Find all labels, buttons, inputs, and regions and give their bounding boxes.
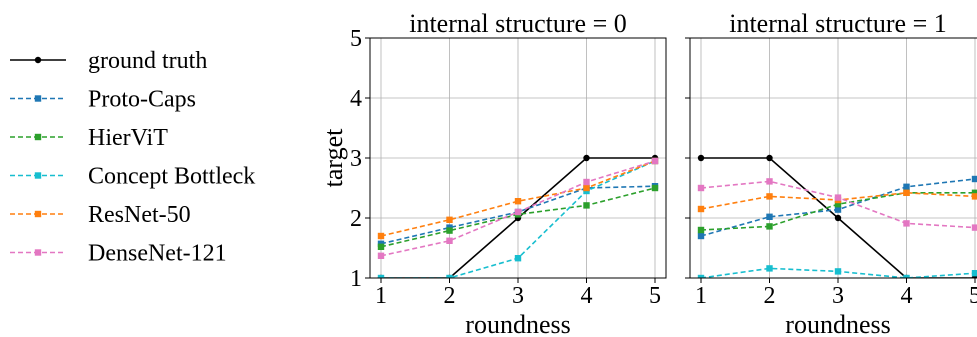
chart-panels: 1 2 3 4 5 1 2 3 4 5 internal structure = 0 roundnes… (319, 9, 977, 337)
x-tick-label: 2 (764, 283, 776, 309)
legend: ground truth Proto-Caps HierViT Concept Bot… (10, 48, 255, 267)
x-tick-label: 1 (375, 283, 387, 309)
point-densenet-121 (903, 220, 910, 227)
x-axis-label: roundness (465, 310, 570, 337)
point-proto-caps (971, 175, 977, 183)
x-tick-label: 5 (969, 283, 977, 309)
point-hiervit (583, 202, 590, 209)
point-proto-caps (834, 206, 842, 213)
legend-item-concept-bottleck: Concept Bottleck (10, 164, 255, 190)
point-hiervit (651, 184, 659, 192)
point-densenet-121 (446, 237, 453, 244)
point-concept-bottleck (446, 274, 453, 278)
point-proto-caps (766, 213, 773, 220)
y-tick-label: 1 (350, 266, 362, 292)
point-resnet-50 (766, 193, 773, 200)
y-tick-label: 2 (350, 206, 362, 232)
legend-marker (34, 95, 42, 102)
legend-item-densenet-121: DenseNet-121 (10, 241, 227, 267)
point-resnet-50 (697, 205, 705, 213)
series-group (697, 154, 977, 278)
point-resnet-50 (514, 198, 522, 205)
legend-marker (34, 133, 42, 141)
x-tick-label: 5 (649, 283, 661, 309)
point-ground-truth (766, 154, 773, 162)
legend-label: ResNet-50 (88, 202, 191, 228)
point-resnet-50 (446, 216, 453, 223)
x-tick-label: 3 (512, 283, 524, 309)
point-hiervit (766, 223, 773, 230)
legend-item-resnet-50: ResNet-50 (10, 202, 191, 228)
point-hiervit (971, 189, 977, 196)
y-tick-label: 5 (350, 26, 362, 52)
y-tick-label: 4 (350, 86, 362, 112)
chart-title: internal structure = 0 (409, 9, 627, 38)
point-densenet-121 (377, 252, 385, 259)
legend-item-hiervit: HierViT (10, 125, 168, 151)
point-concept-bottleck (766, 265, 773, 272)
point-densenet-121 (766, 178, 773, 185)
point-proto-caps (697, 232, 705, 240)
point-densenet-121 (971, 224, 977, 231)
legend-label: ground truth (88, 48, 207, 74)
point-resnet-50 (903, 189, 910, 196)
legend-label: Proto-Caps (88, 87, 196, 113)
point-concept-bottleck (697, 274, 705, 278)
legend-marker (34, 210, 42, 218)
legend-marker (34, 56, 42, 64)
point-concept-bottleck (971, 270, 977, 277)
legend-item-ground-truth: ground truth (10, 48, 207, 74)
point-densenet-121 (834, 194, 842, 201)
point-densenet-121 (583, 178, 590, 186)
x-tick-label: 2 (444, 283, 456, 309)
chart-title: internal structure = 1 (729, 9, 947, 38)
point-resnet-50 (377, 232, 385, 240)
point-concept-bottleck (903, 274, 910, 278)
y-axis-label: target (319, 128, 348, 187)
panel-2: 1 2 3 4 5 internal structure = 1 roundness (685, 9, 977, 337)
point-resnet-50 (583, 184, 590, 192)
point-concept-bottleck (377, 274, 385, 278)
panel-1: 1 2 3 4 5 1 2 3 4 5 internal structure = 0 roundnes… (319, 9, 667, 337)
point-hiervit (377, 243, 385, 250)
point-densenet-121 (514, 208, 522, 216)
point-densenet-121 (697, 184, 705, 192)
point-ground-truth (834, 214, 842, 222)
point-densenet-121 (651, 157, 659, 165)
legend-label: Concept Bottleck (88, 164, 255, 190)
point-proto-caps (903, 183, 910, 190)
legend-item-proto-caps: Proto-Caps (10, 87, 196, 113)
point-concept-bottleck (514, 255, 522, 262)
legend-marker (34, 172, 42, 179)
x-tick-label: 1 (695, 283, 707, 309)
x-tick-label: 4 (901, 283, 913, 309)
series-line-resnet-50 (380, 160, 656, 237)
y-tick-label: 3 (350, 146, 362, 172)
point-hiervit (446, 227, 453, 234)
x-tick-label: 3 (832, 283, 844, 309)
legend-label: HierViT (88, 125, 168, 151)
legend-marker (34, 249, 42, 256)
legend-label: DenseNet-121 (88, 241, 227, 267)
series-group (377, 154, 659, 278)
point-concept-bottleck (834, 268, 842, 275)
x-tick-label: 4 (581, 283, 593, 309)
point-resnet-50 (971, 193, 977, 200)
point-hiervit (697, 226, 705, 234)
point-hiervit (834, 201, 842, 208)
x-axis-label: roundness (785, 310, 890, 337)
point-ground-truth (697, 154, 705, 162)
point-ground-truth (583, 154, 590, 162)
